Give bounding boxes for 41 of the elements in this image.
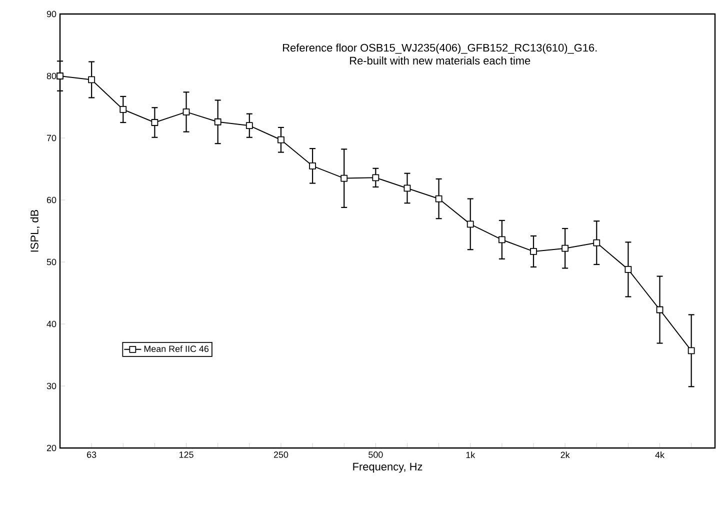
x-tick-label: 125 — [179, 452, 194, 458]
point — [246, 122, 253, 130]
point — [466, 220, 474, 228]
point — [656, 306, 664, 314]
x-tick-label: 500 — [368, 452, 383, 458]
y-tick-label: 50 — [46, 258, 56, 266]
point — [340, 174, 348, 182]
point — [120, 106, 127, 113]
x-axis-title: Frequency, Hz — [353, 462, 422, 473]
y-tick-label: 70 — [46, 134, 56, 142]
y-axis-title: ISPL, dB — [30, 210, 40, 252]
y-tick-label: 30 — [46, 382, 56, 390]
point — [214, 118, 222, 126]
point — [593, 239, 600, 246]
x-tick-label: 63 — [87, 452, 96, 458]
point — [278, 136, 284, 144]
x-tick-label: 4k — [655, 452, 665, 458]
legend-label: Mean Ref IIC 46 — [144, 345, 209, 352]
point — [404, 184, 411, 192]
y-tick-label: 20 — [46, 444, 56, 452]
point — [56, 72, 64, 80]
point — [624, 266, 632, 273]
point — [530, 248, 537, 255]
text: Reference floor OSB15_WJ235(406)_GFB152_RC13(610)_G16. — [283, 44, 597, 54]
point — [435, 195, 442, 202]
point — [498, 236, 506, 244]
y-tick-label: 40 — [46, 320, 56, 328]
point — [688, 347, 695, 354]
x-tick-label: 250 — [274, 452, 288, 458]
y-tick-label: 80 — [46, 72, 56, 80]
point — [151, 119, 158, 126]
point — [309, 162, 316, 170]
point — [88, 76, 96, 84]
y-tick-label: 60 — [46, 196, 56, 204]
x-tick-label: 1k — [466, 452, 476, 458]
text: Re-built with new materials each time — [350, 56, 530, 65]
y-tick-label: 90 — [46, 10, 56, 18]
x-tick-label: 2k — [560, 452, 570, 458]
point — [182, 108, 190, 116]
point — [372, 174, 380, 182]
point — [562, 244, 569, 252]
